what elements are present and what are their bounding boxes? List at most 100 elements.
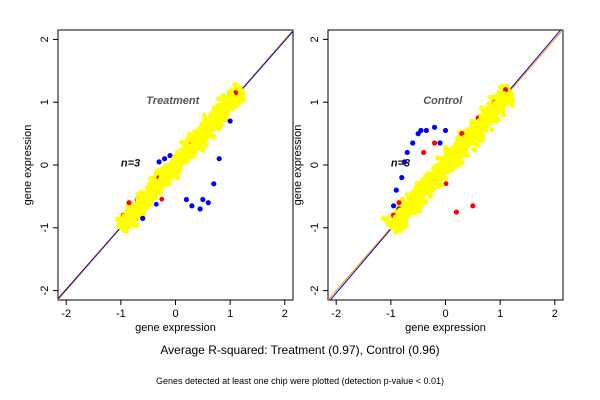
x-tick-label: 1 [497,308,503,320]
data-point [435,155,441,161]
data-point [411,194,418,201]
panel-title: Control [423,95,463,107]
data-point [202,121,208,128]
data-point [232,81,238,87]
data-point [159,196,165,202]
data-point [451,146,457,152]
data-point [442,160,448,167]
y-tick-label: 2 [309,36,321,42]
data-point [431,124,438,130]
data-point [506,94,512,100]
data-point [394,227,400,233]
x-tick-label: 0 [442,308,448,320]
point-cloud-core [121,90,241,226]
data-point [200,127,207,134]
x-tick-label: 0 [172,308,178,320]
data-point [174,162,181,169]
plot-area [328,30,563,300]
x-tick-label: -2 [61,308,71,320]
data-point [390,203,397,209]
data-point [187,151,194,158]
data-point [140,215,146,221]
data-point [407,205,413,212]
data-point [175,175,181,181]
data-point [197,206,203,212]
y-tick-label: -2 [309,286,321,296]
data-point [488,94,494,100]
data-point [423,199,429,205]
data-point [479,105,485,111]
data-point [187,137,194,143]
data-point [156,159,162,165]
scatter-panel-2: -2 -1 0 1 2 -2 -1 0 1 2 gene expression gene expres… [292,29,564,334]
data-point [207,134,214,140]
data-point [423,181,430,187]
data-point [457,141,464,148]
data-point [131,204,138,211]
data-point [442,127,449,134]
data-point [216,156,222,162]
data-point [228,99,235,105]
data-point [459,160,465,166]
panel-title: Treatment [146,95,200,107]
data-point [158,174,165,181]
data-point [480,117,487,124]
x-axis-label: gene expression [135,322,216,334]
data-point [399,196,406,202]
data-point [491,110,498,117]
data-point [426,174,433,181]
data-point [164,167,170,174]
data-point [208,112,214,118]
point-cloud-core [392,89,514,227]
data-point [500,90,507,97]
scatter-panel-1: -2 -1 0 1 2 -2 -1 0 1 2 gene expression gene expres… [22,29,294,334]
y-tick-label: -1 [39,223,51,233]
data-point [181,151,188,158]
data-point [460,137,467,144]
y-axis-label: gene expression [22,125,34,206]
data-point [447,150,454,157]
data-point [151,187,157,193]
data-point [479,122,486,129]
data-point [216,126,222,132]
data-point [443,175,449,181]
data-point [431,140,438,146]
data-point [212,112,219,118]
data-point [167,152,173,159]
data-point [400,208,407,215]
data-point [183,196,190,203]
data-point [132,222,138,228]
data-point [443,181,449,187]
data-point [466,136,473,143]
data-point [189,203,195,209]
data-point [490,103,496,110]
x-tick-label: -1 [116,308,126,320]
data-point [200,147,206,153]
data-point [120,226,126,232]
x-tick-label: -1 [386,308,396,320]
data-point [220,93,226,99]
data-point [153,201,159,207]
data-point [211,181,217,187]
data-point [404,149,410,156]
data-point [176,154,183,161]
scatter-figure: -2 -1 0 1 2 -2 -1 0 1 2 gene expression gene expres… [22,29,564,334]
data-point [441,167,447,173]
x-tick-label: -2 [331,308,341,320]
footnote: Genes detected at least one chip were pl… [156,376,444,386]
data-point [410,140,416,146]
data-point [502,96,509,103]
y-tick-label: 2 [39,36,51,42]
sample-count-label: n=3 [121,157,140,169]
data-point [194,138,200,145]
data-point [385,219,392,226]
data-point [401,215,407,222]
data-point [393,187,399,193]
data-point [161,156,168,162]
data-point [126,200,132,206]
data-point [401,159,408,165]
series-blue [140,118,233,221]
data-point [133,210,140,217]
y-tick-label: 1 [39,99,51,105]
data-point [470,203,476,209]
